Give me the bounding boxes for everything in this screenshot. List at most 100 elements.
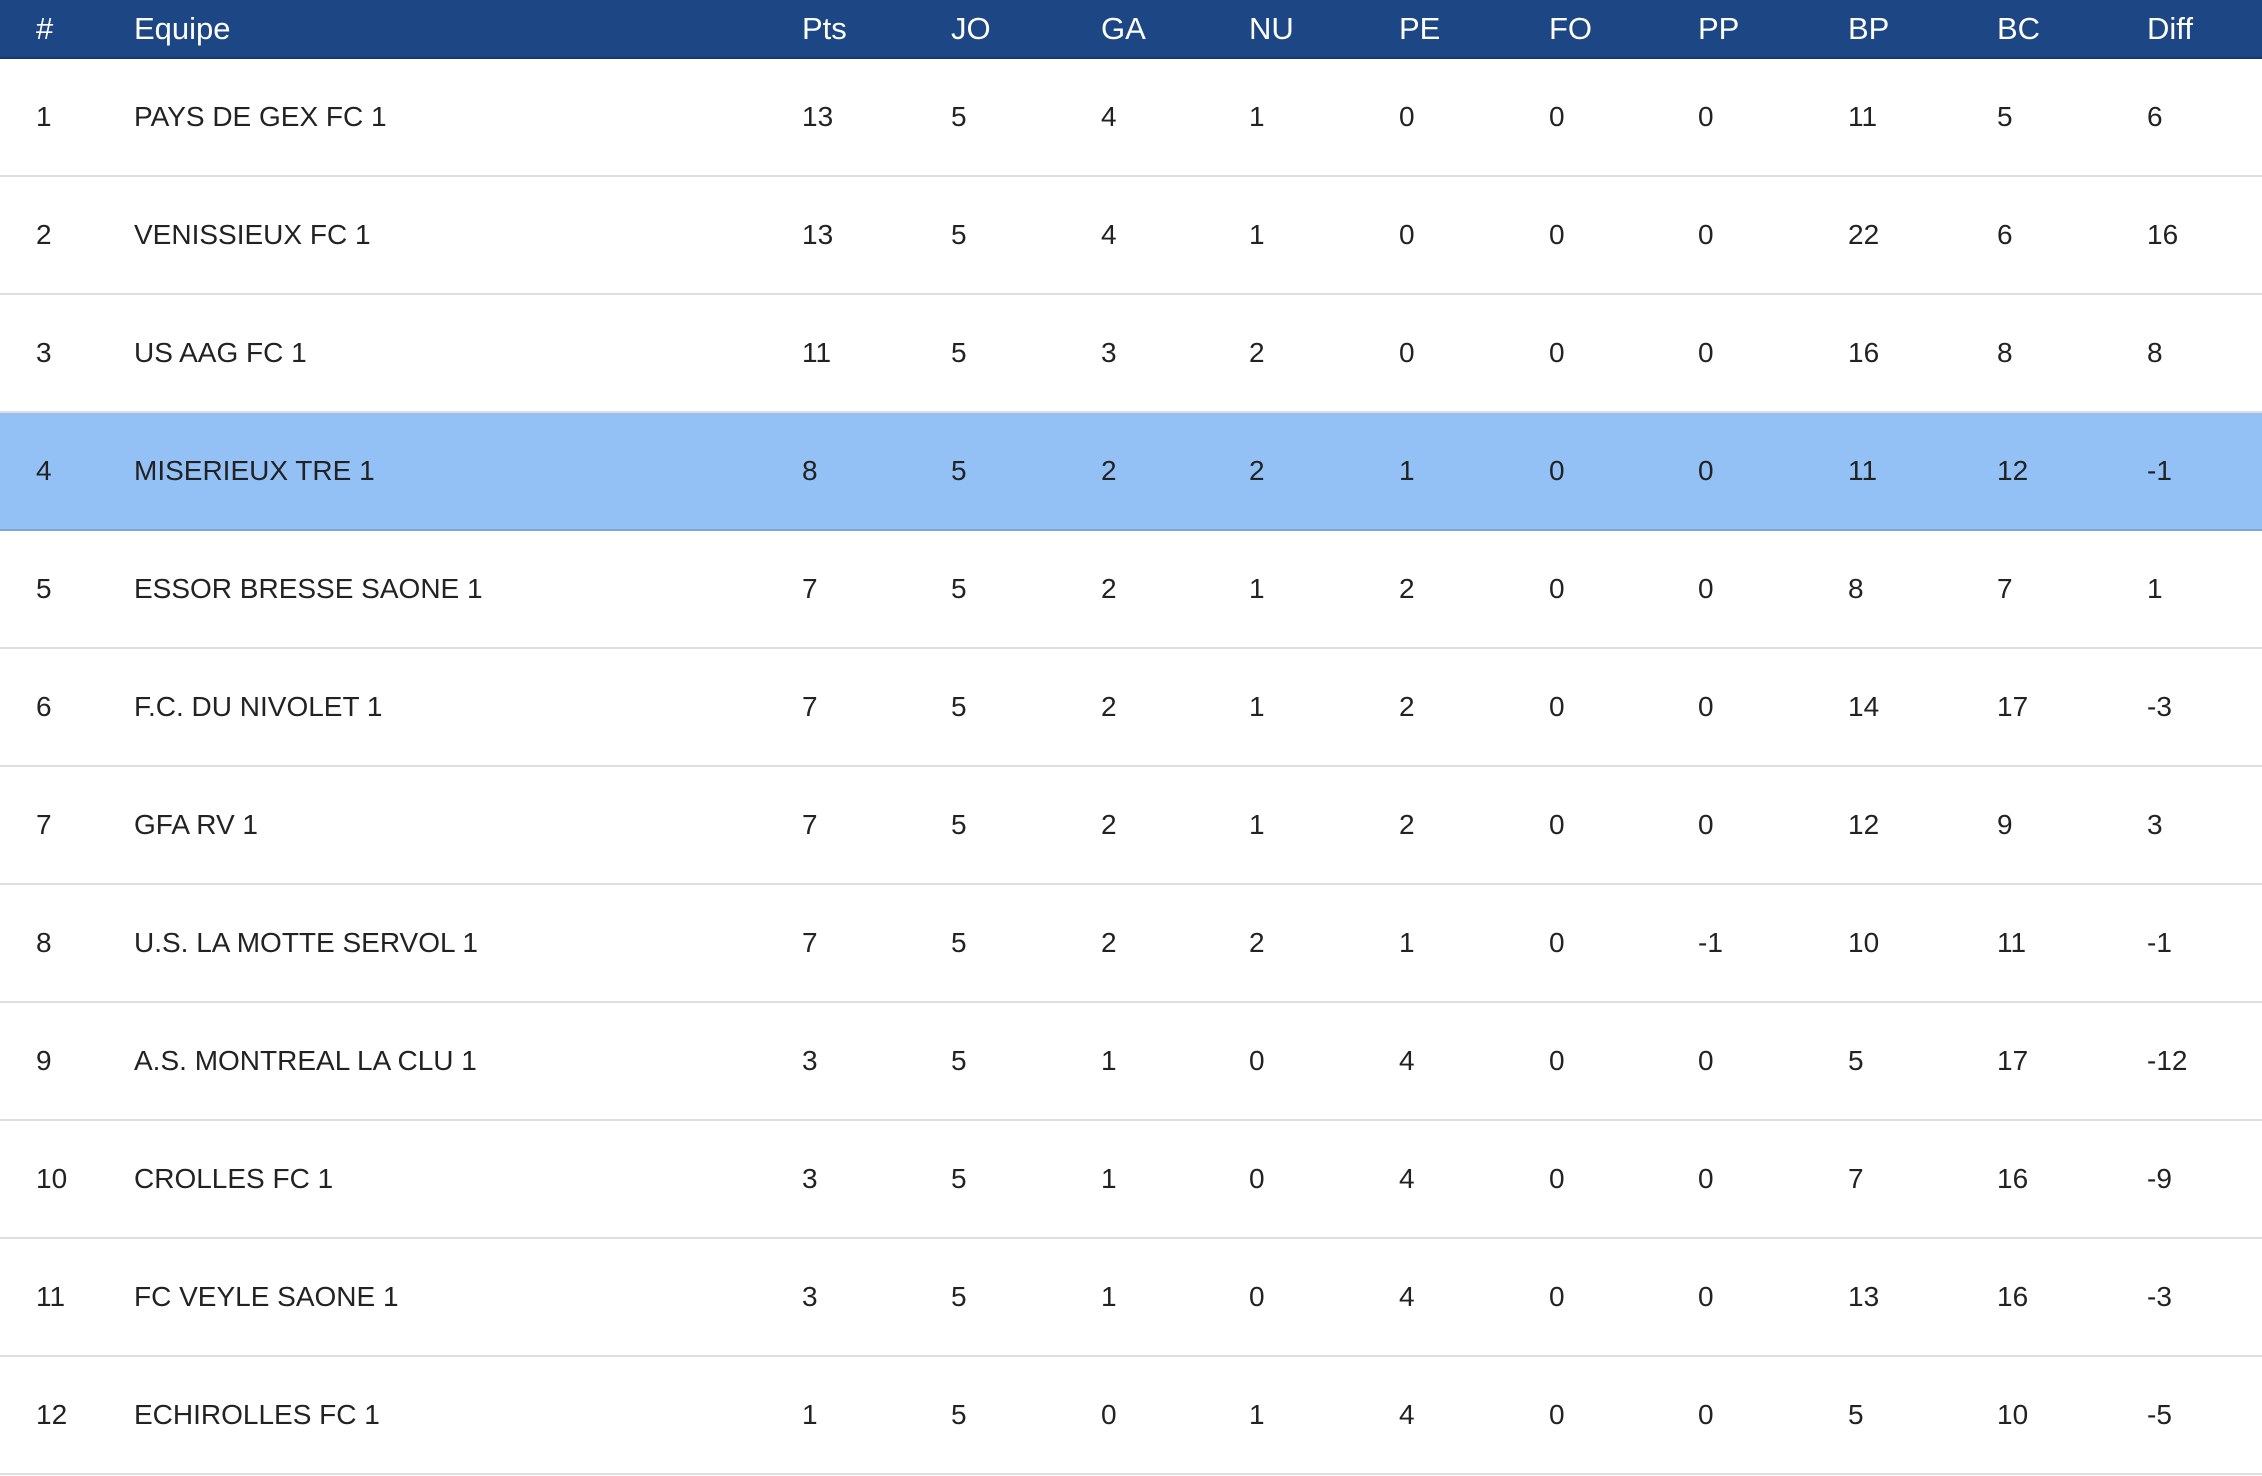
table-header: # Equipe Pts JO GA NU PE FO PP BP BC Diff: [0, 0, 2262, 59]
team-name: CROLLES FC 1: [134, 1163, 334, 1194]
header-cell: FO: [1549, 11, 1593, 46]
table-cell: 0: [1698, 101, 1714, 132]
table-cell: 7: [1848, 1163, 1864, 1194]
table-cell: 5: [951, 573, 967, 604]
table-cell: 12: [1997, 455, 2029, 486]
table-cell: 7: [1997, 573, 2013, 604]
table-cell: 5: [951, 219, 967, 250]
table-cell: 16: [1997, 1281, 2029, 1312]
table-cell: 4: [1399, 1399, 1415, 1430]
table-cell: 1: [1399, 455, 1415, 486]
table-cell: 0: [1399, 101, 1415, 132]
table-cell: 0: [1549, 809, 1565, 840]
table-cell: 5: [951, 809, 967, 840]
table-cell: 5: [1848, 1045, 1864, 1076]
table-cell: 10: [1997, 1399, 2029, 1430]
table-cell: 0: [1549, 337, 1565, 368]
table-cell: 16: [2147, 219, 2179, 250]
table-cell: 0: [1698, 809, 1714, 840]
table-cell: -1: [2147, 927, 2172, 958]
table-cell: 22: [1848, 219, 1880, 250]
table-cell: 2: [1399, 573, 1415, 604]
table-cell: 1: [1101, 1281, 1117, 1312]
table-cell: 0: [1549, 573, 1565, 604]
table-cell: 1: [1399, 927, 1415, 958]
table-cell: 0: [1399, 337, 1415, 368]
table-cell: 1: [1249, 573, 1265, 604]
team-name: F.C. DU NIVOLET 1: [134, 691, 383, 722]
table-cell: 0: [1698, 1399, 1714, 1430]
header-cell: PP: [1698, 11, 1740, 46]
table-cell: 0: [1698, 1163, 1714, 1194]
table-cell: 9: [36, 1045, 52, 1076]
table-cell: 10: [36, 1163, 68, 1194]
table-row: 6 F.C. DU NIVOLET 1 7 5 2 1 2 0 0 14 17 -3: [0, 649, 2262, 767]
table-cell: 0: [1549, 1045, 1565, 1076]
header-cell: Equipe: [134, 11, 231, 46]
table-cell: -1: [2147, 455, 2172, 486]
table-cell: -3: [2147, 1281, 2172, 1312]
table-cell: -9: [2147, 1163, 2172, 1194]
table-cell: 5: [951, 101, 967, 132]
table-cell: 0: [1698, 1045, 1714, 1076]
table-cell: 3: [802, 1281, 818, 1312]
team-name: U.S. LA MOTTE SERVOL 1: [134, 927, 478, 958]
table-cell: -12: [2147, 1045, 2188, 1076]
table-cell: 10: [1848, 927, 1880, 958]
table-cell: 14: [1848, 691, 1880, 722]
table-cell: 0: [1549, 691, 1565, 722]
table-cell: 16: [1997, 1163, 2029, 1194]
table-cell: 0: [1549, 1163, 1565, 1194]
table-cell: 0: [1698, 455, 1714, 486]
table-cell: 0: [1249, 1163, 1265, 1194]
table-cell: 8: [1997, 337, 2013, 368]
team-name: US AAG FC 1: [134, 337, 307, 368]
header-cell: #: [36, 11, 54, 46]
table-cell: 7: [802, 691, 818, 722]
table-cell: 1: [1101, 1045, 1117, 1076]
table-cell: 11: [1848, 101, 1878, 132]
table-cell: 1: [1249, 219, 1265, 250]
table-row: 5 ESSOR BRESSE SAONE 1 7 5 2 1 2 0 0 8 7 1: [0, 531, 2262, 649]
table-cell: 1: [2147, 573, 2163, 604]
table-cell: 0: [1249, 1045, 1265, 1076]
table-cell: 3: [2147, 809, 2163, 840]
table-cell: 17: [1997, 1045, 2029, 1076]
table-cell: 5: [951, 1281, 967, 1312]
table-cell: 5: [951, 927, 967, 958]
table-cell: 0: [1698, 691, 1714, 722]
table-cell: 2: [1101, 927, 1117, 958]
table-cell: 8: [1848, 573, 1864, 604]
table-row: 9 A.S. MONTREAL LA CLU 1 3 5 1 0 4 0 0 5 17 -12: [0, 1003, 2262, 1121]
table-row: 1 PAYS DE GEX FC 1 13 5 4 1 0 0 0 11 5 6: [0, 59, 2262, 177]
table-cell: 0: [1698, 573, 1714, 604]
table-cell: 5: [1997, 101, 2013, 132]
table-cell: 1: [1249, 101, 1265, 132]
table-cell: 4: [1399, 1045, 1415, 1076]
table-cell: 3: [1101, 337, 1117, 368]
table-cell: 8: [36, 927, 52, 958]
table-cell: 0: [1698, 337, 1714, 368]
table-cell: 4: [1399, 1163, 1415, 1194]
team-name: ESSOR BRESSE SAONE 1: [134, 573, 483, 604]
table-cell: 6: [36, 691, 52, 722]
table-cell: 7: [802, 927, 818, 958]
table-cell: 11: [802, 337, 832, 368]
table-cell: 1: [36, 101, 52, 132]
table-cell: -3: [2147, 691, 2172, 722]
table-cell: 1: [802, 1399, 818, 1430]
table-cell: 0: [1101, 1399, 1117, 1430]
table-cell: 13: [802, 219, 834, 250]
table-cell: 2: [1399, 691, 1415, 722]
table-cell: 1: [1101, 1163, 1117, 1194]
table-cell: 13: [802, 101, 834, 132]
table-cell: -5: [2147, 1399, 2172, 1430]
table-cell: 0: [1549, 1281, 1565, 1312]
table-cell: 4: [1101, 219, 1117, 250]
team-name: ECHIROLLES FC 1: [134, 1399, 380, 1430]
team-name: PAYS DE GEX FC 1: [134, 101, 387, 132]
table-cell: 2: [1249, 927, 1265, 958]
table-cell: 6: [1997, 219, 2013, 250]
table-row: 2 VENISSIEUX FC 1 13 5 4 1 0 0 0 22 6 16: [0, 177, 2262, 295]
header-cell: Pts: [802, 11, 847, 46]
